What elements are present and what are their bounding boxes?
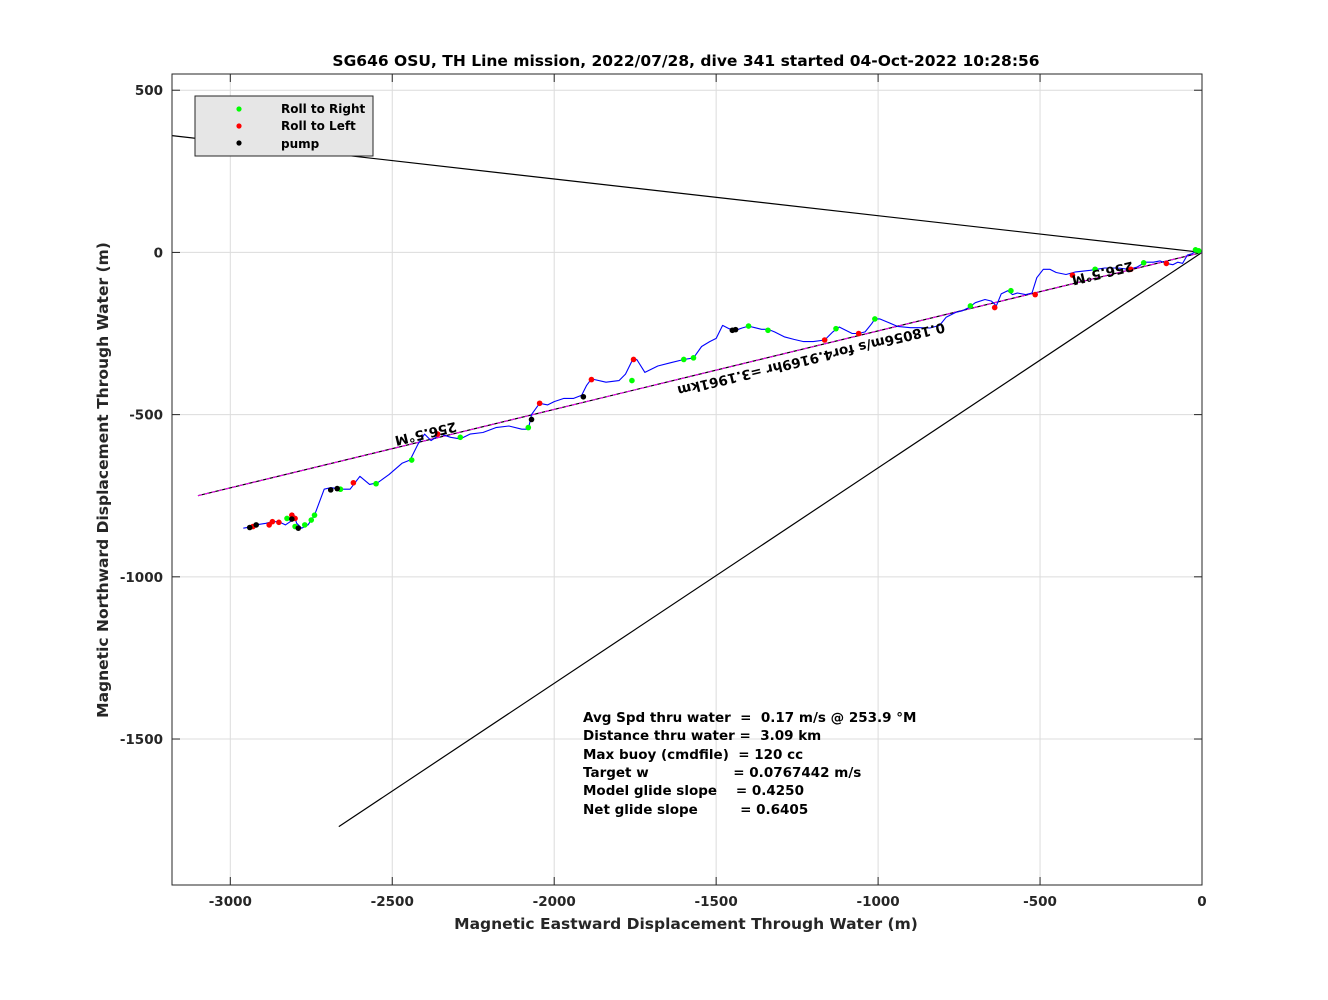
roll-left-point (630, 356, 637, 363)
roll-left-point (276, 519, 282, 526)
roll-left-point (991, 304, 998, 311)
roll-left-point (855, 330, 862, 337)
roll-left-point (1069, 272, 1076, 278)
roll-right-point (301, 522, 308, 528)
stat-model-glide-slope: Model glide slope = 0.4250 (583, 783, 804, 799)
y-tick-label: -500 (129, 408, 163, 424)
y-axis-label: Magnetic Northward Displacement Through … (94, 242, 112, 718)
roll-right-point (308, 517, 315, 523)
roll-left-point (1127, 266, 1134, 273)
course-annotation-2: 256.5°M (393, 418, 458, 448)
plot-area-border (171, 73, 1203, 886)
roll-right-point (457, 434, 464, 441)
roll-right-point (525, 424, 532, 431)
stat-target-w: Target w = 0.0767442 m/s (583, 765, 861, 781)
roll-right-point (745, 323, 752, 329)
track-layer (243, 249, 1203, 529)
roll-right-point (967, 303, 974, 309)
roll-left-point (434, 431, 441, 437)
x-tick-label: 0 (1197, 894, 1206, 910)
roll-right-point (1140, 260, 1147, 266)
chart-title: SG646 OSU, TH Line mission, 2022/07/28, … (332, 52, 1039, 70)
course-annotation-0: 256.5°M (1070, 257, 1135, 287)
roll-right-point (690, 355, 697, 361)
roll-left-point (289, 512, 295, 518)
stat-net-glide-slope: Net glide slope = 0.6405 (583, 802, 808, 818)
roll-right-point (629, 377, 635, 384)
legend-roll-right-marker (236, 106, 242, 112)
glider-track-line (243, 249, 1203, 529)
roll-right-point (872, 316, 878, 322)
pump-point (246, 524, 253, 531)
y-tick-label: -1000 (120, 570, 163, 586)
roll-right-point (1092, 266, 1098, 273)
pump-point (732, 326, 739, 333)
roll-right-point (373, 480, 379, 487)
roll-right-point (311, 512, 318, 518)
roll-left-point (1163, 260, 1170, 267)
y-tick-label: 0 (154, 245, 163, 261)
stats-block: Avg Spd thru water = 0.17 m/s @ 253.9 °M… (583, 710, 916, 818)
heading-line-lower (338, 251, 1203, 828)
legend-pump-marker (236, 140, 242, 146)
tick-layer: -3000 -2500 -2000 -1500 -1000 -500 0 -1500 -1000… (120, 74, 1207, 910)
x-tick-label: -2500 (371, 894, 414, 910)
roll-left-point (350, 479, 357, 486)
pump-point (528, 416, 535, 423)
roll-left-point (536, 400, 543, 407)
stat-max-buoy: Max buoy (cmdfile) = 120 cc (583, 747, 803, 763)
y-tick-label: -1500 (120, 732, 163, 748)
x-tick-label: -500 (1023, 894, 1057, 910)
roll-left-point (266, 522, 272, 528)
x-tick-label: -1500 (695, 894, 738, 910)
pump-point (289, 516, 295, 522)
pump-point (295, 525, 302, 531)
roll-right-point (765, 327, 771, 334)
roll-right-point (680, 356, 687, 363)
stat-distance: Distance thru water = 3.09 km (583, 728, 821, 744)
grid-layer (172, 74, 1203, 885)
y-tick-label: 500 (135, 83, 163, 99)
pump-point (253, 522, 260, 528)
x-axis-label: Magnetic Eastward Displacement Through W… (454, 915, 918, 933)
legend-box (194, 95, 374, 157)
legend-roll-left-label: Roll to Left (281, 119, 356, 133)
x-tick-label: -3000 (209, 894, 252, 910)
roll-right-point (1008, 287, 1014, 294)
roll-right-point (1195, 247, 1202, 254)
annotation-layer: 256.5°M0.18056m/s for4.9169hr =3.1961km2… (393, 257, 1135, 448)
stat-avg-speed: Avg Spd thru water = 0.17 m/s @ 253.9 °M (583, 710, 916, 726)
x-tick-label: -2000 (533, 894, 576, 910)
roll-left-point (1032, 291, 1038, 298)
mean-course-magenta-line (197, 251, 1203, 497)
pump-point (327, 487, 334, 493)
roll-right-point (408, 457, 415, 463)
legend: Roll to Right Roll to Left pump (194, 95, 374, 157)
roll-left-point (821, 337, 828, 343)
pump-point (580, 393, 587, 400)
marker-layer (246, 247, 1202, 531)
legend-roll-left-marker (236, 123, 242, 129)
legend-roll-right-label: Roll to Right (281, 102, 366, 116)
pump-point (334, 485, 340, 492)
roll-right-point (833, 325, 839, 332)
x-tick-label: -1000 (857, 894, 900, 910)
legend-pump-label: pump (281, 137, 320, 151)
roll-right-point (284, 515, 290, 522)
roll-left-point (588, 376, 595, 383)
